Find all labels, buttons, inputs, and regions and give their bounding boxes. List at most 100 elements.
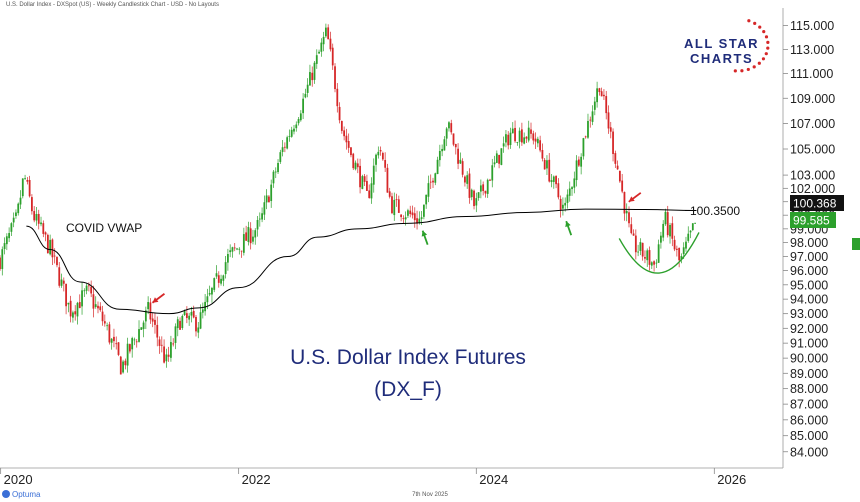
candle-body	[359, 165, 361, 188]
candle-body	[299, 113, 302, 121]
candle-body	[411, 212, 414, 216]
last-price-tag-text: 100.368	[793, 197, 837, 211]
candle-body	[416, 218, 418, 224]
candle-body	[147, 302, 150, 310]
candle-body	[277, 163, 279, 173]
x-tick-label: 2020	[4, 472, 33, 487]
candle-body	[498, 154, 501, 164]
x-tick-label: 2026	[717, 472, 746, 487]
y-tick-label: 103.000	[790, 169, 835, 183]
allstar-logo-line1: ALL STAR	[684, 36, 759, 51]
y-tick-label: 97.000	[790, 250, 828, 264]
chart-title-line1: U.S. Dollar Index Futures	[290, 346, 526, 369]
candle-body	[240, 250, 243, 252]
candle-body	[368, 190, 371, 199]
candle-body	[443, 139, 446, 151]
candle-body	[386, 167, 389, 193]
last-price-tag-bg	[790, 195, 844, 211]
candle-body	[682, 247, 685, 255]
candle-body	[53, 255, 56, 257]
candle-body	[644, 257, 646, 259]
candle-body	[242, 234, 245, 253]
candle-body	[124, 360, 127, 366]
candle-body	[500, 148, 503, 165]
candle-body	[650, 262, 653, 266]
candle-body	[12, 217, 15, 223]
candle-body	[138, 329, 140, 342]
x-axis-ticks: 2020 2022 2024 2026	[0, 468, 746, 487]
candle-body	[185, 313, 188, 318]
candle-body	[263, 202, 266, 215]
logo-star-dot	[766, 40, 770, 45]
candle-body	[413, 213, 416, 221]
logo-star-dot	[740, 69, 744, 73]
candle-body	[252, 236, 254, 242]
price-area	[0, 23, 700, 375]
candle-body	[493, 162, 496, 165]
candle-body	[477, 192, 480, 198]
current-price-tag: 99.585	[790, 212, 836, 228]
chart-title-line2: (DX_F)	[374, 378, 442, 401]
candle-body	[249, 228, 252, 244]
candle-body	[188, 315, 191, 320]
candle-body	[83, 290, 86, 292]
candle-body	[691, 223, 694, 231]
candle-body	[575, 160, 578, 181]
candle-body	[324, 27, 327, 37]
logo-star-dot	[764, 52, 768, 56]
candle-body	[140, 327, 143, 330]
candle-body	[115, 343, 118, 345]
x-tick-label: 2022	[242, 472, 271, 487]
candle-body	[388, 191, 391, 197]
candle-body	[297, 119, 300, 124]
candle-body	[377, 151, 380, 156]
candle-body	[340, 121, 343, 131]
candle-body	[345, 135, 348, 143]
candle-body	[270, 184, 273, 202]
candle-body	[470, 189, 473, 198]
candle-body	[268, 196, 270, 203]
candle-body	[407, 210, 409, 216]
candle-body	[343, 130, 346, 137]
candle-body	[427, 183, 430, 197]
candle-body	[646, 250, 649, 261]
candle-body	[336, 88, 339, 107]
price-marker	[852, 238, 860, 250]
candle-body	[331, 47, 334, 66]
candle-body	[181, 315, 184, 329]
candle-body	[422, 204, 425, 217]
candle-body	[215, 273, 218, 277]
logo-star-dot	[753, 21, 757, 26]
candle-body	[74, 311, 77, 315]
candle-body	[593, 101, 596, 110]
candle-body	[361, 176, 364, 189]
y-tick-label: 102.000	[790, 182, 835, 196]
candle-body	[163, 346, 165, 363]
candle-body	[454, 144, 457, 148]
candle-body	[502, 143, 505, 147]
candle-body	[149, 302, 152, 320]
candle-body	[520, 129, 523, 143]
candle-body	[669, 224, 671, 237]
candle-body	[461, 161, 464, 175]
y-tick-label: 89.000	[790, 367, 828, 381]
candle-body	[534, 138, 537, 142]
candle-body	[468, 173, 471, 198]
candle-body	[482, 184, 485, 192]
candle-body	[97, 305, 99, 309]
candle-body	[44, 232, 47, 235]
candle-body	[628, 212, 630, 224]
candle-body	[211, 287, 213, 295]
candle-body	[229, 250, 232, 253]
candle-body	[151, 318, 154, 322]
candle-body	[539, 140, 542, 151]
candle-body	[72, 312, 74, 318]
last-price-tag: 100.368	[790, 195, 844, 211]
logo-star-dot	[761, 57, 766, 61]
candle-body	[56, 256, 58, 266]
candle-body	[429, 181, 432, 183]
candle-body	[87, 285, 90, 287]
logo-star-dot	[733, 69, 737, 73]
candle-body	[557, 183, 560, 198]
candle-body	[589, 119, 592, 121]
